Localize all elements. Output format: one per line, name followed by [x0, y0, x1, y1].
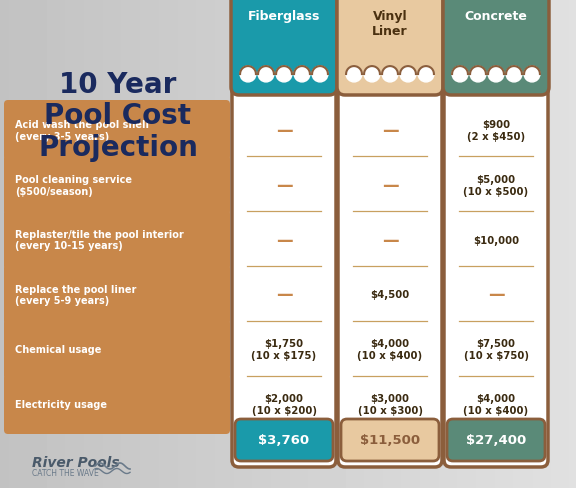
Text: —: —: [382, 122, 399, 140]
FancyBboxPatch shape: [447, 419, 545, 461]
FancyBboxPatch shape: [4, 210, 230, 270]
Circle shape: [276, 67, 292, 83]
FancyBboxPatch shape: [337, 0, 443, 96]
Text: Acid wash the pool shell
(every 3-5 years): Acid wash the pool shell (every 3-5 year…: [15, 120, 149, 142]
Circle shape: [400, 67, 416, 83]
FancyBboxPatch shape: [443, 0, 549, 96]
FancyBboxPatch shape: [444, 8, 548, 467]
Text: —: —: [382, 231, 399, 249]
FancyBboxPatch shape: [235, 419, 333, 461]
Text: CATCH THE WAVE: CATCH THE WAVE: [32, 468, 98, 478]
FancyBboxPatch shape: [4, 320, 230, 379]
Text: Replace the pool liner
(every 5-9 years): Replace the pool liner (every 5-9 years): [15, 284, 137, 305]
FancyBboxPatch shape: [231, 0, 337, 96]
Text: $900
(2 x $450): $900 (2 x $450): [467, 120, 525, 142]
Circle shape: [312, 67, 328, 83]
Text: $4,000
(10 x $400): $4,000 (10 x $400): [358, 339, 423, 360]
Circle shape: [524, 67, 540, 83]
Text: —: —: [382, 176, 399, 194]
Circle shape: [382, 67, 398, 83]
Text: 10 Year
Pool Cost
Projection: 10 Year Pool Cost Projection: [38, 71, 198, 161]
Text: Vinyl
Liner: Vinyl Liner: [372, 10, 408, 38]
Circle shape: [240, 67, 256, 83]
Text: Pool cleaning service
($500/season): Pool cleaning service ($500/season): [15, 175, 132, 196]
Text: $27,400: $27,400: [466, 434, 526, 447]
Text: $11,500: $11,500: [360, 434, 420, 447]
Text: —: —: [276, 176, 292, 194]
Text: $4,000
(10 x $400): $4,000 (10 x $400): [464, 393, 529, 415]
Text: $2,000
(10 x $200): $2,000 (10 x $200): [252, 393, 316, 415]
Circle shape: [418, 67, 434, 83]
Text: $3,760: $3,760: [259, 434, 309, 447]
Text: —: —: [276, 231, 292, 249]
Text: $10,000: $10,000: [473, 235, 519, 245]
Text: —: —: [276, 122, 292, 140]
Text: Electricity usage: Electricity usage: [15, 399, 107, 409]
Circle shape: [506, 67, 522, 83]
Circle shape: [488, 67, 504, 83]
FancyBboxPatch shape: [4, 265, 230, 325]
Circle shape: [470, 67, 486, 83]
Text: River Pools: River Pools: [32, 455, 120, 469]
Text: $1,750
(10 x $175): $1,750 (10 x $175): [252, 339, 317, 360]
FancyBboxPatch shape: [232, 8, 336, 467]
Circle shape: [364, 67, 380, 83]
Text: $7,500
(10 x $750): $7,500 (10 x $750): [464, 339, 529, 360]
FancyBboxPatch shape: [4, 156, 230, 215]
Circle shape: [346, 67, 362, 83]
Text: Replaster/tile the pool interior
(every 10-15 years): Replaster/tile the pool interior (every …: [15, 229, 184, 251]
FancyBboxPatch shape: [4, 101, 230, 161]
Text: Fiberglass: Fiberglass: [248, 10, 320, 23]
Circle shape: [258, 67, 274, 83]
Circle shape: [294, 67, 310, 83]
Text: Chemical usage: Chemical usage: [15, 345, 101, 354]
Text: $3,000
(10 x $300): $3,000 (10 x $300): [358, 393, 423, 415]
Text: $4,500: $4,500: [370, 290, 410, 300]
Circle shape: [452, 67, 468, 83]
FancyBboxPatch shape: [341, 419, 439, 461]
FancyBboxPatch shape: [4, 374, 230, 434]
Text: —: —: [276, 286, 292, 304]
Text: Concrete: Concrete: [465, 10, 528, 23]
FancyBboxPatch shape: [338, 8, 442, 467]
Text: —: —: [488, 286, 505, 304]
Text: $5,000
(10 x $500): $5,000 (10 x $500): [464, 175, 529, 196]
